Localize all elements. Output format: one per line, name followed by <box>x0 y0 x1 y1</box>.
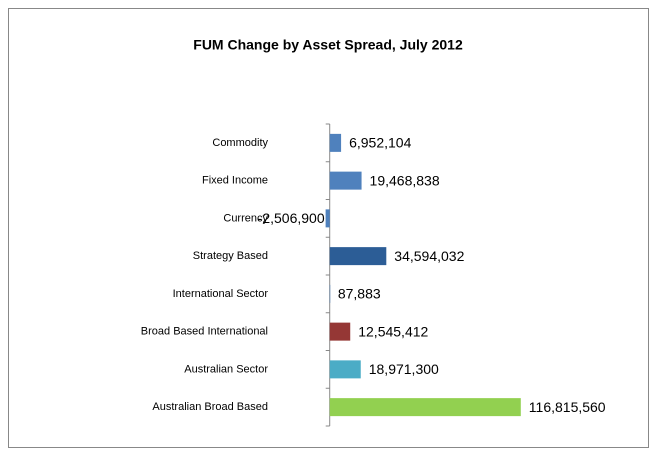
data-label: 19,468,838 <box>370 172 440 188</box>
category-label: Strategy Based <box>193 250 268 262</box>
data-label: 6,952,104 <box>349 135 411 151</box>
data-label: 34,594,032 <box>394 248 464 264</box>
chart-title: FUM Change by Asset Spread, July 2012 <box>193 37 463 53</box>
chart-border <box>8 8 649 448</box>
bar <box>329 360 361 379</box>
data-label: 87,883 <box>338 286 381 302</box>
category-label: Currency <box>223 212 268 224</box>
data-label: -2,506,900 <box>258 210 325 226</box>
bar <box>325 209 330 228</box>
data-label: 12,545,412 <box>358 323 428 339</box>
category-label: Commodity <box>212 137 268 149</box>
category-label: Broad Based International <box>141 326 268 338</box>
category-label: Fixed Income <box>202 175 268 187</box>
category-label: International Sector <box>173 288 269 300</box>
data-label: 116,815,560 <box>529 399 606 415</box>
bar <box>329 133 342 152</box>
data-label: 18,971,300 <box>369 361 439 377</box>
bar <box>329 284 331 303</box>
bar <box>329 322 351 341</box>
bar <box>329 247 387 266</box>
category-label: Australian Broad Based <box>152 401 268 413</box>
bar <box>329 171 362 190</box>
category-label: Australian Sector <box>184 363 268 375</box>
bar <box>329 398 521 417</box>
